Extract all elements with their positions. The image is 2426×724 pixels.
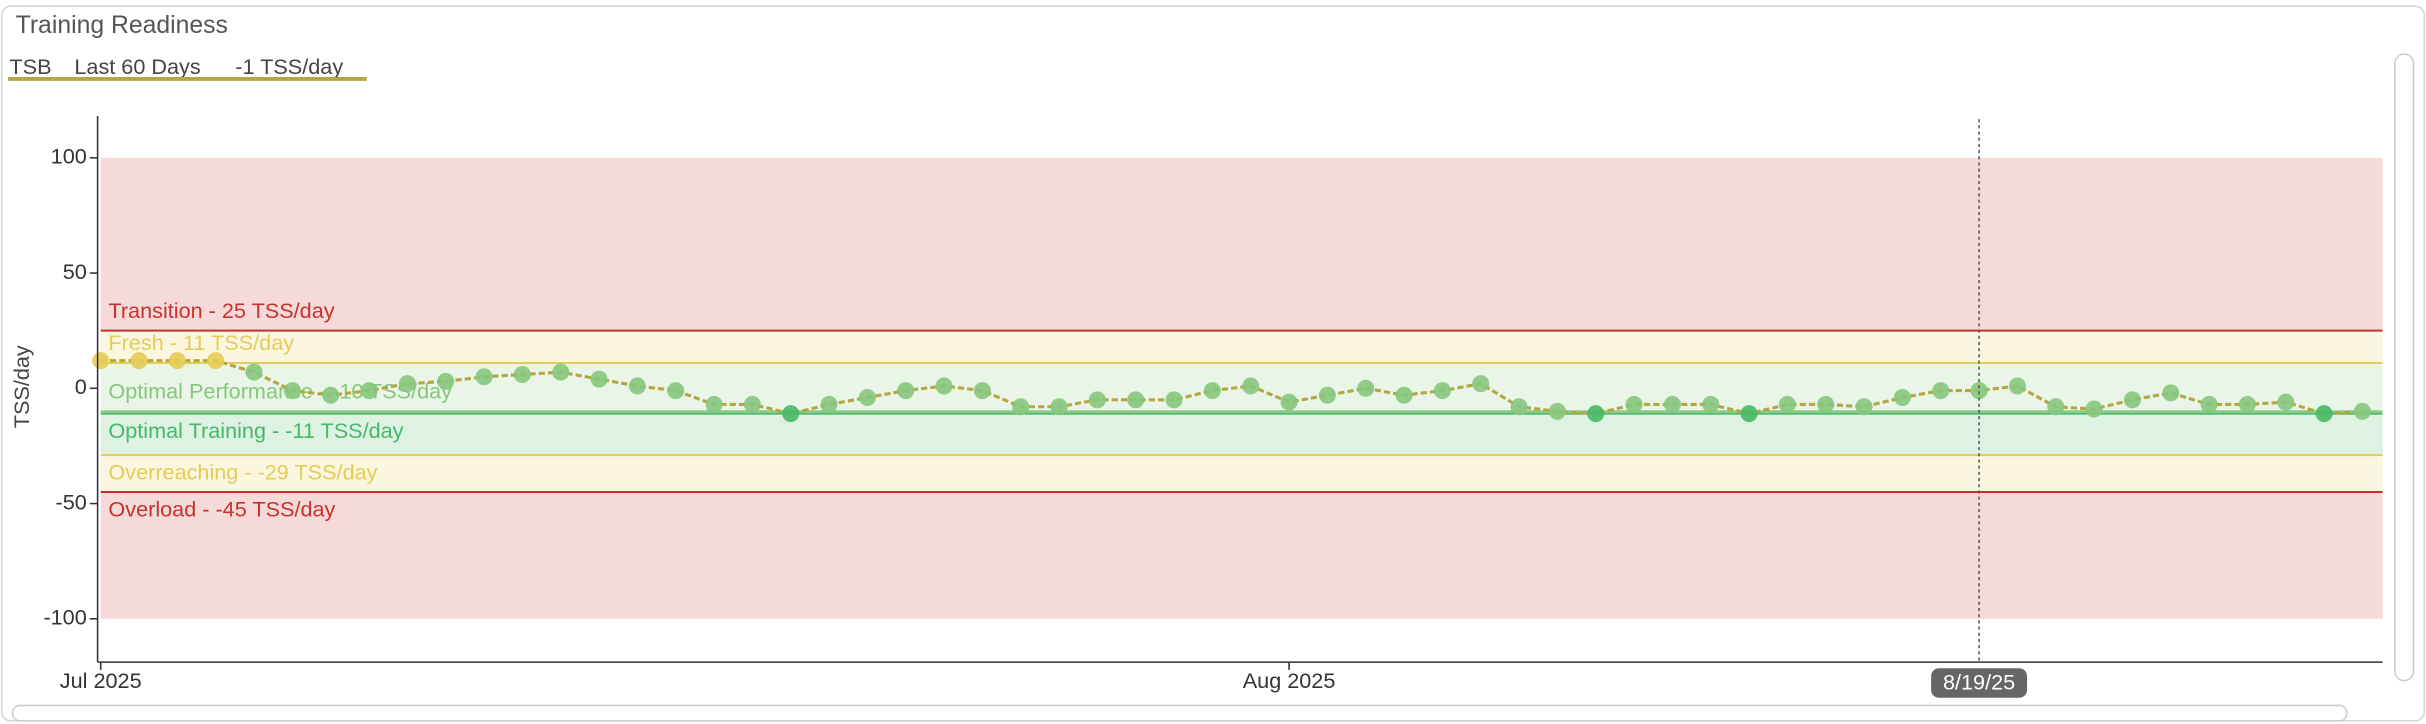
tsb-point [322, 386, 340, 404]
x-tick-label: Aug 2025 [1243, 668, 1336, 693]
tsb-point [628, 377, 646, 395]
tsb-point [1702, 395, 1720, 413]
tsb-point [897, 382, 915, 400]
tsb-point [1587, 405, 1605, 423]
tsb-point [283, 382, 301, 400]
tsb-point [1242, 377, 1260, 395]
tsb-point [1472, 375, 1490, 393]
tsb-point [1395, 386, 1413, 404]
legend-period: Last 60 Days [74, 54, 200, 79]
tsb-point [705, 395, 723, 413]
tsb-point [2008, 377, 2026, 395]
y-tick-label: -100 [43, 605, 86, 630]
tsb-point [1510, 398, 1528, 416]
horizontal-scrollbar[interactable] [11, 704, 2348, 722]
tsb-point [590, 370, 608, 388]
zone-label: Fresh - 11 TSS/day [108, 330, 294, 355]
tsb-point [743, 395, 761, 413]
y-tick-label: 100 [51, 144, 87, 169]
tsb-point [2047, 398, 2065, 416]
x-tick-label: Jul 2025 [60, 668, 142, 693]
tsb-point [1012, 398, 1030, 416]
tsb-point [92, 352, 110, 370]
tsb-point [1778, 395, 1796, 413]
zone-band [100, 330, 2383, 363]
tsb-point [1740, 405, 1758, 423]
tsb-point [1433, 382, 1451, 400]
zone-label: Transition - 25 TSS/day [108, 298, 334, 323]
legend-value: -1 TSS/day [235, 54, 343, 79]
tsb-point [858, 389, 876, 407]
zone-label: Overreaching - -29 TSS/day [108, 459, 377, 484]
tsb-point [1318, 386, 1336, 404]
tsb-point [552, 363, 570, 381]
tsb-point [168, 352, 186, 370]
tsb-point [1970, 382, 1988, 400]
zone-label: Optimal Training - -11 TSS/day [108, 418, 403, 443]
tsb-point [245, 363, 263, 381]
tsb-point [782, 405, 800, 423]
y-tick-label: 0 [75, 374, 87, 399]
vertical-scrollbar[interactable] [2394, 53, 2415, 682]
tsb-point [2277, 393, 2295, 411]
tsb-point [2315, 405, 2333, 423]
zone-label: Overload - -45 TSS/day [108, 496, 335, 521]
tsb-point [360, 382, 378, 400]
zone-band [100, 157, 2383, 331]
zone-band [100, 492, 2383, 619]
date-badge-label: 8/19/25 [1943, 669, 2015, 694]
tsb-point [2238, 395, 2256, 413]
zone-band [100, 455, 2383, 493]
tsb-point [1625, 395, 1643, 413]
chart-title: Training Readiness [16, 12, 228, 39]
tsb-point [2162, 384, 2180, 402]
tsb-point [820, 395, 838, 413]
zone-label: Optimal Performance - -10 TSS/day [108, 379, 452, 404]
tsb-point [513, 365, 531, 383]
tsb-point [667, 382, 685, 400]
tsb-point [130, 352, 148, 370]
tsb-point [1127, 391, 1145, 409]
tsb-point [1203, 382, 1221, 400]
tsb-point [1088, 391, 1106, 409]
tsb-point [2085, 400, 2103, 418]
y-tick-label: 50 [63, 259, 87, 284]
tsb-point [398, 375, 416, 393]
tsb-point [973, 382, 991, 400]
zone-band [100, 413, 2383, 456]
y-axis-label: TSS/day [9, 345, 34, 428]
tsb-point [1893, 389, 1911, 407]
tsb-point [1932, 382, 1950, 400]
legend-entry[interactable]: TSB [9, 54, 51, 79]
tsb-point [2123, 391, 2141, 409]
tsb-point [475, 368, 493, 386]
date-badge [1931, 668, 2028, 698]
tsb-point [1817, 395, 1835, 413]
tsb-point [1548, 402, 1566, 420]
tsb-point [207, 352, 225, 370]
plot-area: Transition - 25 TSS/day Fresh - 11 TSS/da… [92, 157, 2383, 619]
tsb-point [1357, 379, 1375, 397]
tsb-point [1663, 395, 1681, 413]
tsb-point [1855, 398, 1873, 416]
tsb-point [1165, 391, 1183, 409]
tsb-point [2353, 402, 2371, 420]
y-tick-label: -50 [55, 489, 86, 514]
tsb-point [1050, 398, 1068, 416]
tsb-point [1280, 393, 1298, 411]
tsb-point [2200, 395, 2218, 413]
tsb-point [437, 372, 455, 390]
tsb-point [935, 377, 953, 395]
